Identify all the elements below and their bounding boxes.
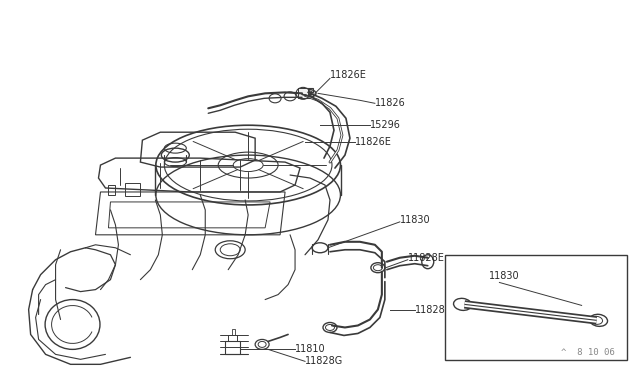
Text: 11826E: 11826E bbox=[355, 137, 392, 147]
Text: 11826: 11826 bbox=[375, 98, 406, 108]
Text: 15296: 15296 bbox=[370, 120, 401, 130]
Text: 11810: 11810 bbox=[295, 344, 326, 355]
Text: ^  8 10 06: ^ 8 10 06 bbox=[561, 348, 614, 357]
Polygon shape bbox=[298, 89, 308, 98]
Text: 11828: 11828 bbox=[415, 305, 445, 315]
Text: 11828E: 11828E bbox=[408, 253, 445, 263]
Bar bbox=[445, 254, 627, 360]
Text: 11828G: 11828G bbox=[305, 356, 343, 366]
Text: 11830: 11830 bbox=[490, 272, 520, 282]
Text: 11826E: 11826E bbox=[330, 70, 367, 80]
Text: 11830: 11830 bbox=[400, 215, 431, 225]
